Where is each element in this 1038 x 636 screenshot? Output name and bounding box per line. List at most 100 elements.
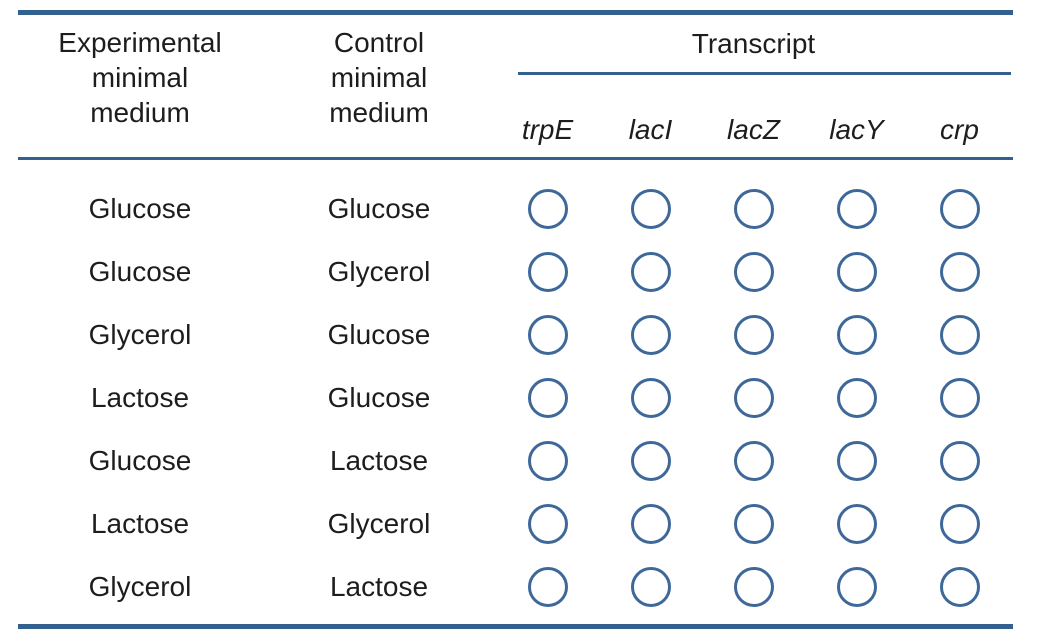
transcript-cell-lacY <box>805 303 908 366</box>
experimental-medium-cell: Glucose <box>88 444 192 476</box>
transcript-cell-trpE <box>496 303 599 366</box>
transcript-cell-lacY <box>805 366 908 429</box>
answer-bubble[interactable] <box>939 440 980 481</box>
transcript-cell-lacI <box>599 240 702 303</box>
transcript-cell-trpE <box>496 240 599 303</box>
control-medium-cell: Lactose <box>329 444 429 476</box>
answer-bubble[interactable] <box>630 503 671 544</box>
transcript-cell-lacZ <box>702 366 805 429</box>
transcript-group-label: Transcript <box>691 27 816 59</box>
answer-bubble[interactable] <box>527 314 568 355</box>
answer-bubble[interactable] <box>527 566 568 607</box>
control-medium-cell: Glucose <box>327 381 431 413</box>
answer-bubble[interactable] <box>733 188 774 229</box>
transcript-cell-lacI <box>599 177 702 240</box>
control-medium-column-header: Control minimal medium <box>329 27 429 128</box>
table-top-rule <box>18 10 1013 15</box>
transcript-cell-lacZ <box>702 492 805 555</box>
answer-bubble[interactable] <box>527 503 568 544</box>
answer-bubble[interactable] <box>527 440 568 481</box>
transcript-header-group: Transcript trpE lacI lacZ lacY crp <box>496 15 1011 157</box>
answer-bubble[interactable] <box>630 440 671 481</box>
gene-column-headers: trpE lacI lacZ lacY crp <box>496 75 1011 157</box>
experimental-medium-cell: Glucose <box>88 192 192 224</box>
experimental-medium-cell: Lactose <box>90 507 190 539</box>
transcript-cell-lacI <box>599 555 702 618</box>
answer-bubble[interactable] <box>836 377 877 418</box>
gene-header-lacZ: lacZ <box>727 114 780 145</box>
table-header: Experimental minimal medium Control mini… <box>18 15 1013 157</box>
transcript-cell-trpE <box>496 177 599 240</box>
gene-header-lacI: lacI <box>628 114 673 145</box>
answer-bubble[interactable] <box>527 377 568 418</box>
transcript-cell-lacZ <box>702 303 805 366</box>
control-medium-cell: Glucose <box>327 192 431 224</box>
transcript-prediction-table: Experimental minimal medium Control mini… <box>18 0 1013 629</box>
transcript-cell-lacI <box>599 366 702 429</box>
table-row: Glycerol Glucose <box>18 303 1013 366</box>
transcript-cell-lacY <box>805 177 908 240</box>
transcript-cell-trpE <box>496 492 599 555</box>
transcript-cell-lacI <box>599 492 702 555</box>
gene-header-lacY: lacY <box>829 114 884 145</box>
answer-bubble[interactable] <box>939 314 980 355</box>
gene-header-crp: crp <box>940 114 979 145</box>
table-row: Glycerol Lactose <box>18 555 1013 618</box>
answer-bubble[interactable] <box>836 251 877 292</box>
transcript-underline-rule <box>518 72 1011 75</box>
table-row: Glucose Glucose <box>18 177 1013 240</box>
transcript-cell-lacY <box>805 492 908 555</box>
table-body: Glucose Glucose Glucose Glycerol Glycero… <box>18 160 1013 618</box>
experimental-medium-cell: Glucose <box>88 255 192 287</box>
transcript-cell-lacI <box>599 303 702 366</box>
transcript-cell-crp <box>908 177 1011 240</box>
answer-bubble[interactable] <box>836 188 877 229</box>
answer-bubble[interactable] <box>630 377 671 418</box>
transcript-cell-crp <box>908 492 1011 555</box>
experimental-medium-cell: Glycerol <box>88 570 192 602</box>
table-header-rule <box>18 157 1013 160</box>
answer-bubble[interactable] <box>836 314 877 355</box>
control-medium-cell: Glycerol <box>327 255 431 287</box>
table-row: Glucose Lactose <box>18 429 1013 492</box>
answer-bubble[interactable] <box>733 566 774 607</box>
answer-bubble[interactable] <box>939 251 980 292</box>
answer-bubble[interactable] <box>630 251 671 292</box>
answer-bubble[interactable] <box>939 377 980 418</box>
answer-bubble[interactable] <box>836 440 877 481</box>
answer-bubble[interactable] <box>630 188 671 229</box>
transcript-cell-trpE <box>496 366 599 429</box>
gene-header-trpE: trpE <box>521 114 574 145</box>
transcript-cell-crp <box>908 240 1011 303</box>
experimental-medium-cell: Lactose <box>90 381 190 413</box>
answer-bubble[interactable] <box>733 377 774 418</box>
transcript-cell-trpE <box>496 555 599 618</box>
answer-bubble[interactable] <box>733 440 774 481</box>
transcript-cell-lacZ <box>702 177 805 240</box>
answer-bubble[interactable] <box>939 566 980 607</box>
transcript-cell-lacZ <box>702 240 805 303</box>
transcript-cell-lacI <box>599 429 702 492</box>
transcript-cell-trpE <box>496 429 599 492</box>
answer-bubble[interactable] <box>836 503 877 544</box>
transcript-cell-crp <box>908 366 1011 429</box>
transcript-cell-crp <box>908 303 1011 366</box>
table-row: Lactose Glycerol <box>18 492 1013 555</box>
answer-bubble[interactable] <box>836 566 877 607</box>
answer-bubble[interactable] <box>733 314 774 355</box>
transcript-cell-lacZ <box>702 429 805 492</box>
answer-bubble[interactable] <box>527 251 568 292</box>
answer-bubble[interactable] <box>939 188 980 229</box>
experimental-medium-cell: Glycerol <box>88 318 192 350</box>
table-row: Glucose Glycerol <box>18 240 1013 303</box>
experimental-medium-column-header: Experimental minimal medium <box>58 27 222 128</box>
transcript-cell-lacY <box>805 555 908 618</box>
transcript-cell-lacZ <box>702 555 805 618</box>
answer-bubble[interactable] <box>527 188 568 229</box>
answer-bubble[interactable] <box>939 503 980 544</box>
answer-bubble[interactable] <box>630 314 671 355</box>
answer-bubble[interactable] <box>733 251 774 292</box>
answer-bubble[interactable] <box>733 503 774 544</box>
answer-bubble[interactable] <box>630 566 671 607</box>
transcript-cell-lacY <box>805 240 908 303</box>
